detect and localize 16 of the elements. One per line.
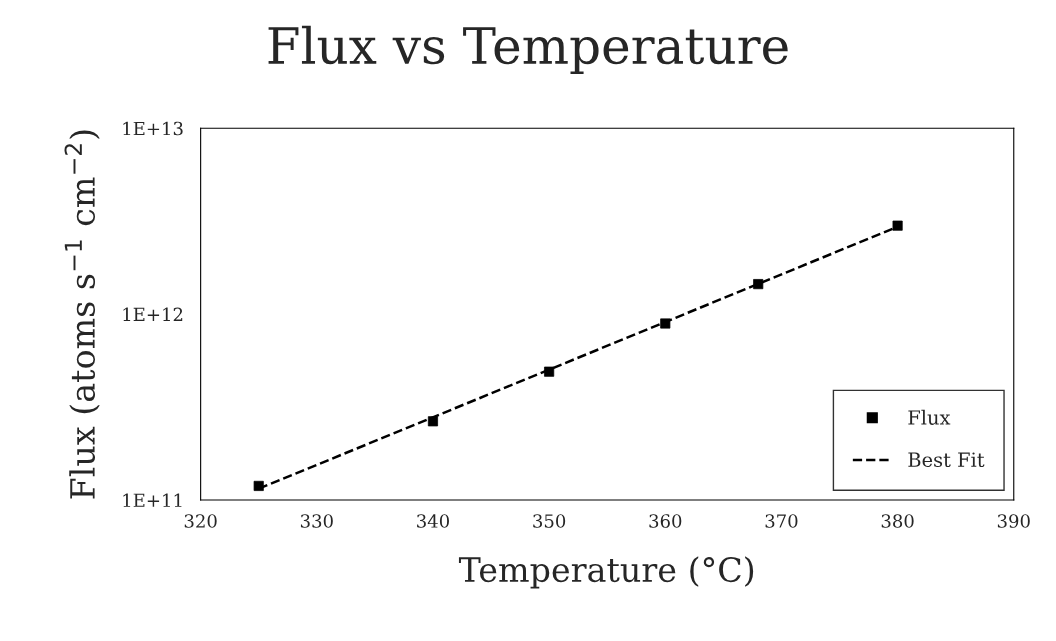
x-tick-label: 370 xyxy=(765,514,798,528)
y-tick-label: 1E+12 xyxy=(123,307,183,321)
legend-label: Flux xyxy=(908,409,951,425)
y-tick-label: 1E+13 xyxy=(123,121,183,136)
x-tick-label: 350 xyxy=(533,514,566,528)
y-axis-title: Flux (atoms s$^{−1}$ cm$^{−2}$) xyxy=(64,130,100,499)
x-tick-label: 390 xyxy=(997,514,1030,528)
y-tick-label: 1E+11 xyxy=(123,493,182,507)
x-tick-label: 360 xyxy=(649,514,682,528)
x-axis-title: Temperature (°C) xyxy=(458,556,754,589)
x-tick-label: 320 xyxy=(184,514,217,528)
x-tick-label: 330 xyxy=(300,514,333,528)
x-tick-label: 380 xyxy=(881,514,914,528)
legend-label: Best Fit xyxy=(908,452,985,468)
chart-title: Flux vs Temperature xyxy=(268,25,788,75)
x-tick-label: 340 xyxy=(417,514,449,528)
